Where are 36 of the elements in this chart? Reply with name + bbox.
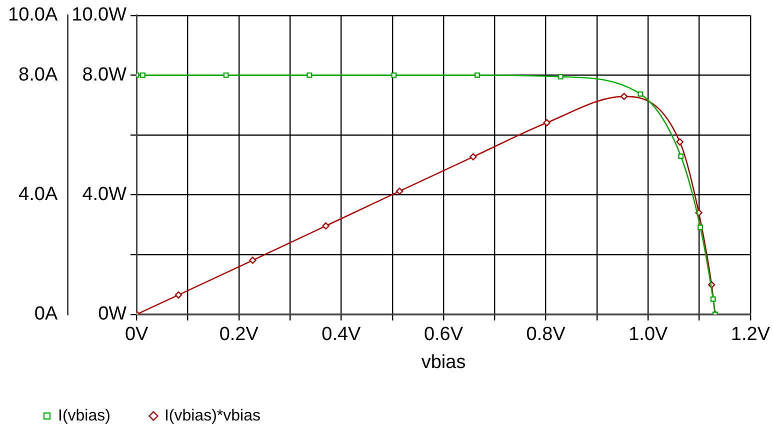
point	[543, 119, 550, 126]
y-tick-label: 10.0A	[8, 4, 58, 26]
x-axis-title: vbias	[421, 352, 466, 373]
y-tick-label: 8.0A	[18, 64, 58, 86]
point	[391, 72, 397, 78]
point	[322, 222, 330, 230]
point	[140, 72, 146, 78]
point	[620, 92, 628, 100]
x-tick-label: 0.4V	[322, 324, 362, 346]
legend-label: I(vbias)	[58, 407, 110, 424]
point	[174, 291, 182, 299]
point	[558, 74, 564, 80]
x-tick-label: 1.2V	[730, 324, 770, 346]
legend-label: I(vbias)*vbias	[164, 407, 260, 424]
point	[470, 153, 477, 160]
x-tick-label: 0.2V	[219, 324, 259, 346]
x-tick-label: 0.6V	[424, 324, 464, 346]
point	[474, 72, 480, 78]
point	[676, 138, 684, 146]
point	[678, 154, 684, 159]
y2-tick-label: 8.0W	[82, 64, 127, 86]
x-tick-label: 0.8V	[526, 324, 566, 346]
point	[638, 91, 644, 97]
point	[710, 296, 716, 302]
y2-tick-label: 10.0W	[72, 4, 127, 26]
point	[396, 188, 404, 195]
point	[249, 256, 256, 264]
y-tick-label: 0A	[34, 304, 58, 325]
x-tick-label: 0V	[124, 324, 149, 346]
y2-tick-label: 0W	[98, 304, 127, 325]
point	[223, 72, 229, 78]
point	[306, 72, 312, 78]
point	[698, 224, 704, 230]
y2-tick-label: 4.0W	[82, 184, 127, 206]
x-tick-label: 1.0V	[628, 324, 668, 346]
y-tick-label: 4.0A	[18, 184, 58, 206]
